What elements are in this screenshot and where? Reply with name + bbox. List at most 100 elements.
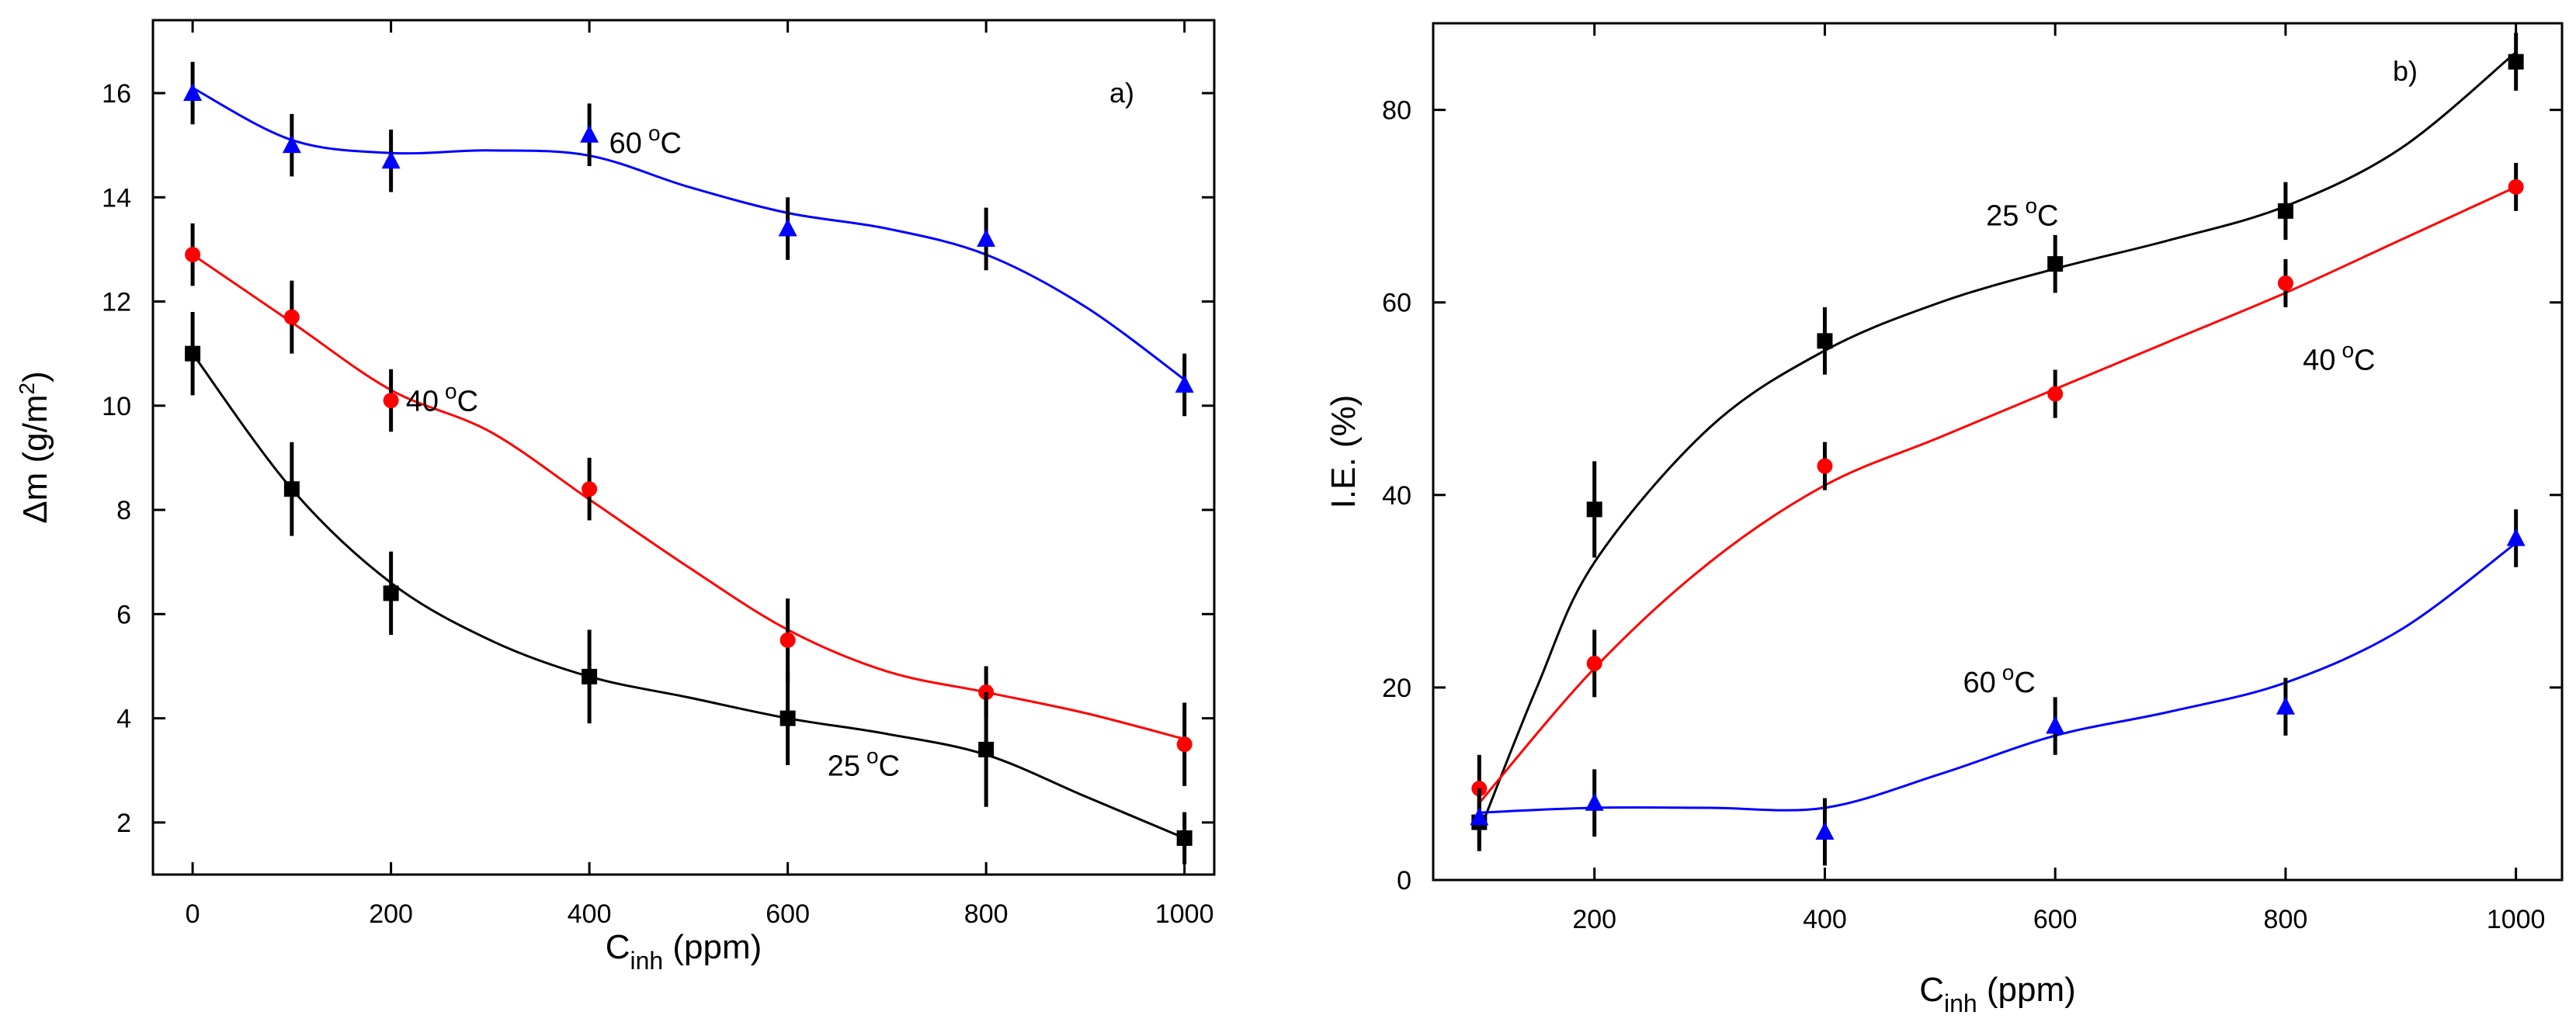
series-label: 60 oC (609, 121, 682, 160)
data-point (2508, 54, 2524, 70)
series-label-value: 25 (1986, 199, 2019, 232)
series-circle: 40 oC (185, 223, 1193, 786)
data-point (183, 82, 203, 101)
data-point (779, 632, 796, 648)
y-tick-label: 0 (1397, 866, 1411, 896)
data-point (582, 668, 598, 684)
plot-frame (151, 19, 1216, 876)
series-square: 25 oC (185, 311, 1193, 864)
y-tick-label: 16 (102, 79, 131, 109)
x-axis-title-unit: (ppm) (1977, 971, 2076, 1009)
data-point (1470, 807, 1489, 826)
x-tick-label: 400 (1803, 905, 1847, 934)
series-label-unit: C (2014, 667, 2035, 699)
series-label-degree: o (445, 379, 457, 404)
data-point (2506, 528, 2526, 546)
data-point (185, 247, 201, 263)
fit-curve (192, 86, 1186, 381)
fit-curve (1479, 542, 2517, 814)
series-label-unit: C (457, 386, 478, 418)
data-point (977, 228, 996, 247)
series-label-degree: o (648, 121, 661, 145)
data-point (582, 481, 598, 497)
series-label-unit: C (2354, 345, 2375, 377)
data-point (1817, 458, 1833, 474)
data-point (1175, 374, 1194, 393)
series-triangle: 60 oC (183, 61, 1194, 417)
data-point (2508, 178, 2524, 195)
series-label-unit: C (2037, 199, 2058, 232)
data-point (2277, 275, 2293, 291)
series-label-unit: C (879, 750, 900, 782)
y-tick-label: 80 (1382, 96, 1411, 126)
data-point (580, 124, 599, 143)
data-point (1585, 792, 1604, 811)
y-axis-title: I.E. (%) (1324, 395, 1363, 509)
data-point (2046, 715, 2065, 734)
data-point (1586, 655, 1602, 671)
fit-curve (191, 352, 1186, 840)
data-point (1815, 821, 1835, 840)
fit-curve (1477, 51, 2517, 833)
fit-curve (1478, 185, 2517, 804)
data-point (2276, 696, 2295, 715)
series-label: 40 oC (406, 379, 478, 418)
series-label-unit: C (661, 127, 682, 160)
data-point (383, 585, 399, 601)
y-tick-label: 40 (1382, 481, 1411, 511)
y-tick-label: 60 (1382, 289, 1411, 318)
x-tick-label: 800 (2264, 905, 2308, 934)
series-label-value: 40 (406, 386, 439, 418)
series-label: 25 oC (828, 743, 900, 782)
series-label-value: 60 (1963, 667, 1995, 699)
x-axis-title: Cinh (ppm) (1919, 971, 2076, 1017)
x-tick-label: 200 (369, 899, 413, 929)
y-tick-label: 8 (116, 496, 131, 525)
data-point (2277, 203, 2293, 219)
panel-label: a) (1109, 77, 1134, 109)
y-axis-title-sup: 2 (15, 383, 39, 395)
x-axis-title-unit: (ppm) (663, 928, 762, 966)
data-point (282, 135, 301, 154)
x-axis-title: Cinh (ppm) (606, 928, 762, 975)
data-point (2047, 256, 2064, 272)
y-axis-title-main: Δm (g/m (16, 394, 54, 523)
x-axis-title-main: C (606, 928, 630, 966)
y-tick-label: 4 (116, 705, 131, 734)
x-tick-label: 600 (766, 899, 810, 929)
y-tick-label: 6 (116, 600, 131, 629)
panel-label: b) (2393, 55, 2418, 87)
data-point (283, 481, 300, 497)
data-point (1471, 781, 1488, 797)
y-axis-title-close: ) (16, 371, 54, 383)
data-point (778, 218, 797, 237)
y-tick-label: 2 (116, 809, 131, 838)
series-label: 40 oC (2303, 338, 2375, 377)
series-label: 60 oC (1963, 660, 2035, 699)
x-axis-title-main: C (1919, 971, 1944, 1009)
series-label-degree: o (866, 743, 879, 767)
data-point (185, 345, 201, 362)
x-tick-label: 600 (2033, 905, 2078, 934)
series-label-value: 60 (609, 127, 642, 160)
series-label: 25 oC (1986, 193, 2058, 232)
series-square: 25 oC (1471, 33, 2524, 851)
x-axis-title-sub: inh (630, 947, 663, 975)
data-point (383, 393, 399, 409)
y-tick-label: 12 (102, 288, 131, 317)
data-point (1586, 501, 1602, 518)
series-triangle: 60 oC (1470, 509, 2526, 866)
x-tick-label: 1000 (1155, 899, 1214, 929)
series-label-value: 40 (2303, 345, 2335, 377)
plot-frame (1432, 22, 2564, 882)
series-circle: 40 oC (1471, 162, 2524, 823)
series-label-degree: o (2342, 338, 2354, 362)
y-axis-title: Δm (g/m2) (15, 371, 54, 524)
x-tick-label: 0 (186, 899, 200, 929)
series-label-value: 25 (828, 750, 860, 782)
data-point (1176, 736, 1193, 753)
x-tick-label: 1000 (2487, 905, 2546, 934)
x-tick-label: 800 (964, 899, 1009, 929)
x-axis-title-sub: inh (1944, 989, 1977, 1017)
